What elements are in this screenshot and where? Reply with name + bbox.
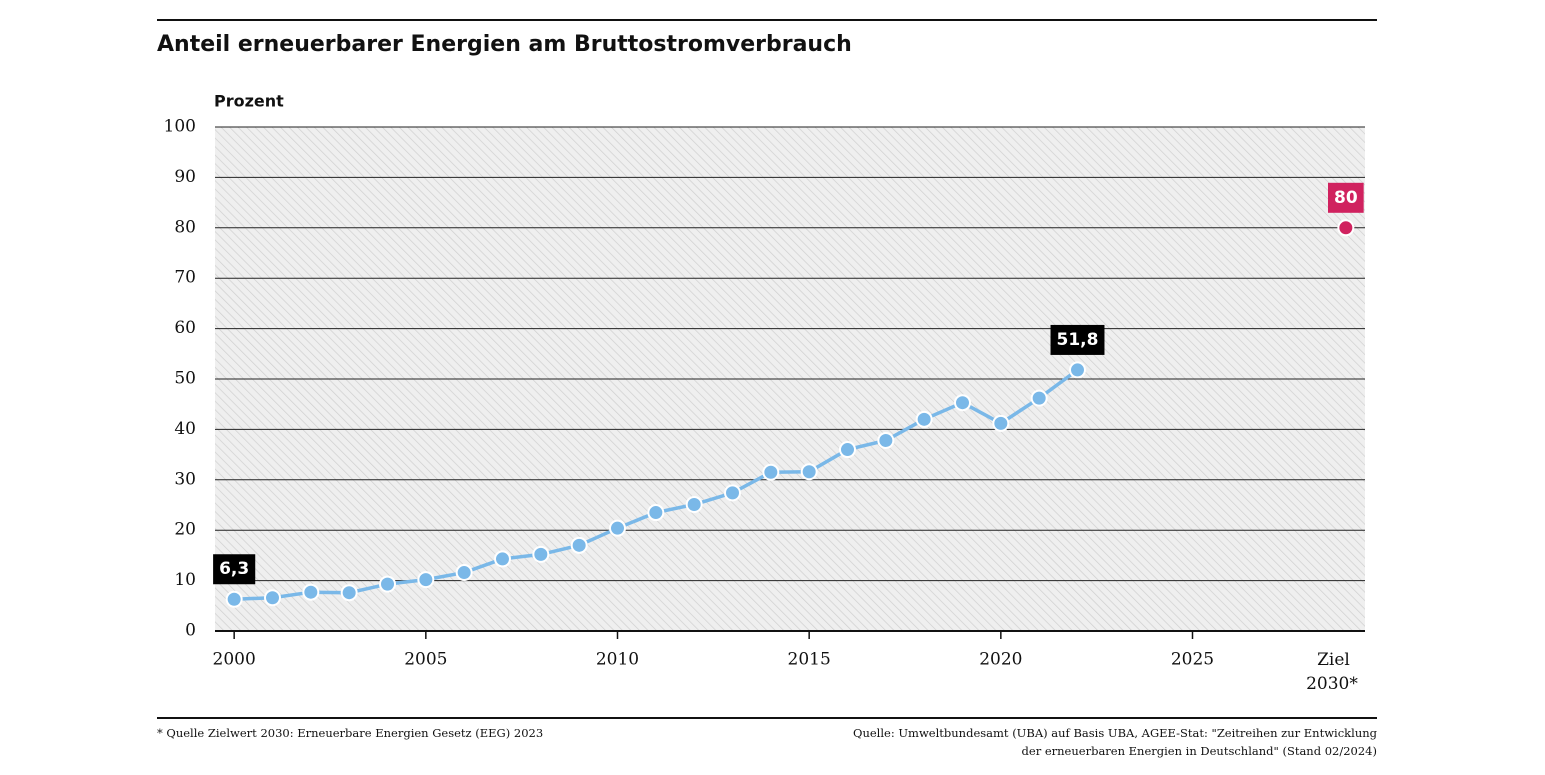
data-point [992,414,1010,432]
y-tick-label: 0 [185,621,196,641]
y-tick-label: 80 [174,217,196,237]
data-point [532,545,550,563]
data-point [302,583,320,601]
data-point [379,575,396,593]
y-tick-label: 30 [174,469,196,489]
data-point [915,410,933,428]
data-point [225,590,243,608]
data-point [954,394,971,412]
data-point [647,504,665,522]
value-label: 51,8 [1057,330,1099,350]
data-point [494,550,511,568]
x-tick-label: 2005 [404,650,447,670]
y-tick-label: 70 [174,268,196,288]
x-tick-label: 2000 [213,650,256,670]
data-point [264,589,281,607]
x-tick-label: 2020 [979,650,1022,670]
data-point [762,463,780,481]
value-label-box [1050,324,1105,355]
y-tick-label: 10 [174,570,196,590]
data-point [800,463,818,481]
data-point [839,441,856,459]
data-point [455,564,473,582]
source: Quelle: Umweltbundesamt (UBA) auf Basis … [853,726,1377,758]
y-tick-label: 90 [174,167,196,187]
data-point [570,536,588,554]
data-point [340,584,358,602]
footnote: * Quelle Zielwert 2030: Erneuerbare Ener… [157,726,544,740]
x-tick-label: 2010 [596,650,639,670]
data-point [1069,361,1086,379]
target-label: 80 [1334,188,1358,208]
target-label-box [1327,182,1364,213]
value-label: 6,3 [219,559,249,579]
data-point [877,431,895,449]
data-point [417,571,435,589]
target-point [1337,219,1355,237]
y-tick-label: 60 [174,318,196,338]
data-point [724,484,741,502]
y-tick-label: 50 [174,369,196,389]
chart-title: Anteil erneuerbarer Energien am Bruttost… [157,32,852,57]
y-tick-label: 40 [174,419,196,439]
data-point [685,495,703,513]
x-tick-label: 2015 [788,650,831,670]
y-axis-label: Prozent [214,92,284,111]
value-label-box [213,554,256,585]
y-tick-label: 20 [174,520,196,540]
x-tick-label: Ziel 2030* [1306,650,1358,694]
x-tick-label: 2025 [1171,650,1214,670]
y-tick-label: 100 [164,117,196,137]
data-point [609,519,626,537]
data-point [1030,389,1048,407]
